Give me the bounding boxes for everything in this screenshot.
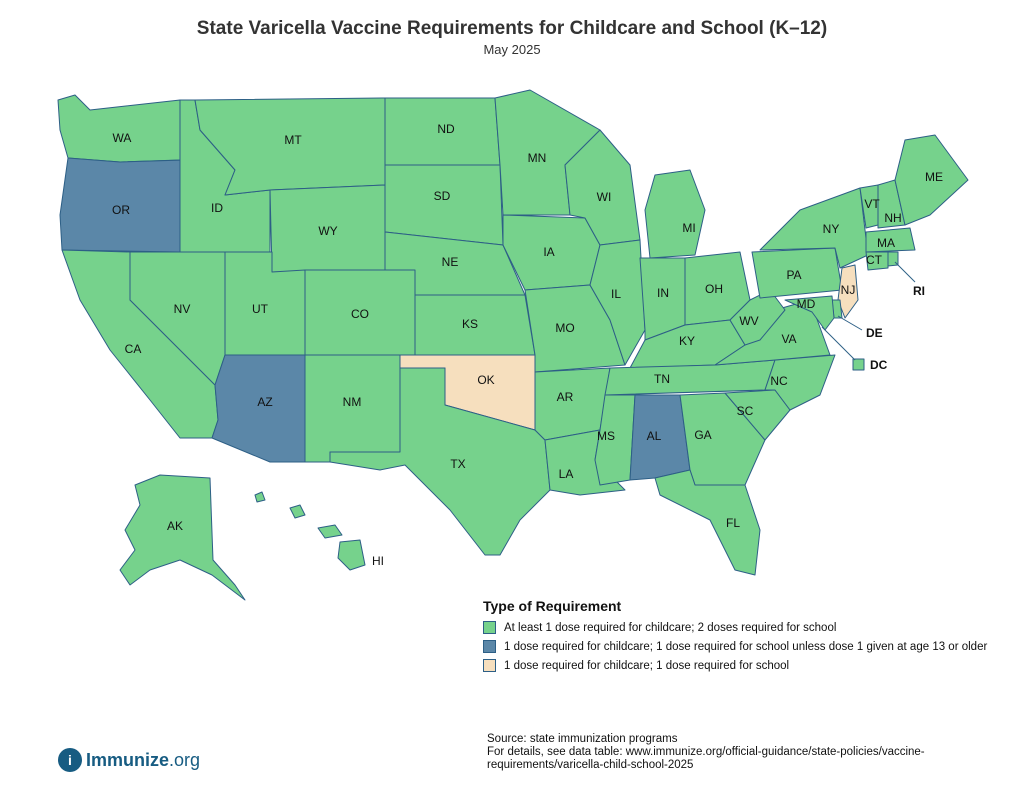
state-MA [865,227,916,253]
label-IA: IA [543,245,554,259]
state-WV [729,289,786,346]
label-AL: AL [647,429,662,443]
state-MD [784,295,835,331]
legend-swatch [483,640,496,653]
state-WA [57,94,181,163]
state-labels: WA OR CA ID NV MT WY UT AZ CO NM ND SD N… [112,122,943,568]
legend-label: 1 dose required for childcare; 1 dose re… [504,659,790,672]
label-CT: CT [866,253,883,267]
callout-line-dc [821,326,856,361]
callout-line-de [837,315,863,331]
label-ID: ID [211,201,223,215]
logo-suffix: .org [169,749,201,770]
label-CO: CO [351,307,369,321]
state-DC [852,358,865,371]
legend-label: At least 1 dose required for childcare; … [504,621,837,634]
label-TX: TX [450,457,465,471]
logo-name: Immunize [86,749,170,770]
callout-line-ri [894,261,916,283]
logo-mark-icon: i [58,748,82,772]
label-NJ: NJ [841,283,856,297]
label-AK: AK [167,519,183,533]
label-MD: MD [797,297,816,311]
legend-title: Type of Requirement [483,598,622,614]
label-ME: ME [925,170,943,184]
legend-item: 1 dose required for childcare; 1 dose re… [483,656,987,675]
source-line: Source: state immunization programs [487,733,678,745]
label-OR: OR [112,203,130,217]
state-NJ [837,264,859,319]
label-WY: WY [318,224,337,238]
label-VA: VA [781,332,796,346]
legend-swatch [483,659,496,672]
label-PA: PA [786,268,801,282]
legend-label: 1 dose required for childcare; 1 dose re… [504,640,988,653]
label-FL: FL [726,516,740,530]
label-HI: HI [372,554,384,568]
label-MO: MO [555,321,574,335]
label-WI: WI [597,190,612,204]
label-WV: WV [739,314,758,328]
immunize-logo[interactable]: i Immunize.org [58,748,200,772]
label-KS: KS [462,317,478,331]
label-AZ: AZ [257,395,272,409]
label-UT: UT [252,302,269,316]
label-IN: IN [657,286,669,300]
state-TN [604,359,776,396]
label-MT: MT [284,133,302,147]
state-IL [589,239,646,366]
label-MA: MA [877,236,895,250]
label-NC: NC [770,374,788,388]
map-title: State Varicella Vaccine Requirements for… [196,18,828,39]
logo-wordmark: Immunize.org [86,750,200,771]
label-AR: AR [557,390,574,404]
legend-item: At least 1 dose required for childcare; … [483,618,987,637]
label-GA: GA [694,428,711,442]
details-link[interactable]: For details, see data table: www.immuniz… [487,746,925,771]
label-NE: NE [442,255,459,269]
label-LA: LA [559,467,574,481]
label-MN: MN [528,151,547,165]
label-DC: DC [870,358,888,372]
legend-swatch [483,621,496,634]
label-ND: ND [437,122,455,136]
legend-item: 1 dose required for childcare; 1 dose re… [483,637,987,656]
state-ME [894,134,969,226]
legend: Type of Requirement At least 1 dose requ… [483,598,987,675]
label-VT: VT [864,197,880,211]
label-WA: WA [113,131,132,145]
label-CA: CA [125,342,142,356]
source-note: Source: state immunization programs For … [487,733,1007,772]
label-NM: NM [343,395,362,409]
label-NV: NV [174,302,191,316]
label-NY: NY [823,222,840,236]
label-MS: MS [597,429,615,443]
label-KY: KY [679,334,695,348]
label-RI: RI [913,284,925,298]
state-SD [384,164,504,246]
label-SC: SC [737,404,754,418]
map-subtitle: May 2025 [483,42,541,57]
label-MI: MI [682,221,695,235]
state-AK [119,474,246,601]
state-MI [644,169,706,259]
state-CT [865,251,889,271]
label-OK: OK [477,373,494,387]
label-SD: SD [434,189,451,203]
label-DE: DE [866,326,883,340]
label-IL: IL [611,287,621,301]
label-OH: OH [705,282,723,296]
label-TN: TN [654,372,670,386]
state-HI [254,491,366,571]
state-FL [654,469,761,576]
label-NH: NH [884,211,901,225]
